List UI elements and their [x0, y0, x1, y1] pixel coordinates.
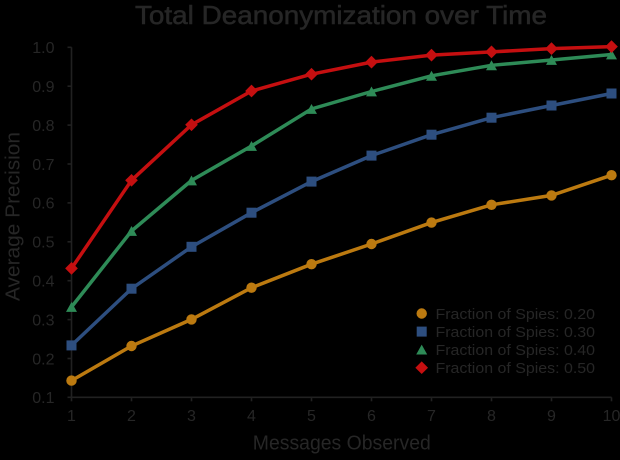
svg-text:Fraction of Spies: 0.30: Fraction of Spies: 0.30	[436, 324, 596, 341]
svg-text:0.9: 0.9	[32, 79, 54, 96]
svg-text:3: 3	[187, 408, 196, 425]
svg-text:2: 2	[127, 408, 136, 425]
svg-text:7: 7	[427, 408, 436, 425]
svg-text:8: 8	[487, 408, 496, 425]
svg-text:Fraction of Spies: 0.40: Fraction of Spies: 0.40	[436, 342, 596, 359]
svg-text:0.3: 0.3	[32, 312, 54, 329]
svg-text:0.2: 0.2	[32, 351, 54, 368]
svg-text:Messages Observed: Messages Observed	[253, 432, 431, 454]
svg-text:6: 6	[367, 408, 376, 425]
svg-text:0.5: 0.5	[32, 235, 54, 252]
svg-text:Fraction of Spies: 0.20: Fraction of Spies: 0.20	[436, 306, 596, 323]
svg-text:0.4: 0.4	[32, 274, 54, 291]
svg-text:4: 4	[247, 408, 256, 425]
svg-text:0.7: 0.7	[32, 157, 54, 174]
svg-text:1: 1	[67, 408, 76, 425]
svg-text:0.6: 0.6	[32, 196, 54, 213]
svg-text:1.0: 1.0	[32, 40, 54, 57]
svg-text:0.1: 0.1	[32, 390, 54, 407]
svg-text:5: 5	[307, 408, 316, 425]
svg-text:0.8: 0.8	[32, 118, 54, 135]
svg-text:Total Deanonymization over Tim: Total Deanonymization over Time	[135, 0, 547, 30]
svg-text:Fraction of Spies: 0.50: Fraction of Spies: 0.50	[436, 360, 596, 377]
svg-text:10: 10	[603, 408, 620, 425]
svg-text:Average Precision: Average Precision	[3, 132, 25, 301]
svg-text:9: 9	[547, 408, 556, 425]
